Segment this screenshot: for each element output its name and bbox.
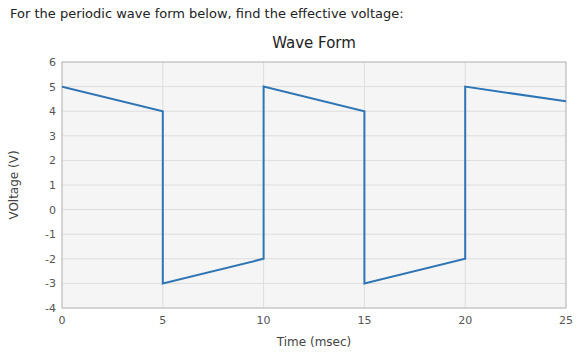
y-tick-label: 6 xyxy=(49,56,56,69)
y-tick-label: 4 xyxy=(49,105,56,118)
x-tick-label: 20 xyxy=(458,314,472,327)
y-tick-label: 2 xyxy=(49,154,56,167)
y-tick-label: -1 xyxy=(45,228,56,241)
x-tick-label: 15 xyxy=(357,314,371,327)
y-tick-label: -4 xyxy=(45,302,56,315)
grid-line-y xyxy=(62,111,566,112)
line xyxy=(62,87,566,284)
y-axis-label: VOltage (V) xyxy=(7,150,21,219)
series-group xyxy=(62,87,566,284)
grid-line-y xyxy=(62,160,566,161)
y-tick-label: -2 xyxy=(45,253,56,266)
x-tick-label: 10 xyxy=(257,314,271,327)
grid-line-y xyxy=(62,185,566,186)
y-tick-label: 5 xyxy=(49,81,56,94)
y-tick-label: 1 xyxy=(49,179,56,192)
x-tick-label: 25 xyxy=(559,314,573,327)
grid xyxy=(62,62,566,308)
x-tick-label: 5 xyxy=(159,314,166,327)
y-tick-label: 3 xyxy=(49,130,56,143)
grid-line-y xyxy=(62,258,566,259)
plot-area xyxy=(62,62,566,308)
title: Wave Form xyxy=(272,34,356,52)
grid-line-y xyxy=(62,234,566,235)
y-tick-label: -3 xyxy=(45,277,56,290)
grid-line-y xyxy=(62,86,566,87)
subtitle: For the periodic wave form below, find t… xyxy=(10,6,404,21)
grid-line-y xyxy=(62,135,566,136)
chart: For the periodic wave form below, find t… xyxy=(0,0,580,362)
grid-line-y xyxy=(62,283,566,284)
y-tick-label: 0 xyxy=(49,204,56,217)
grid-line-y xyxy=(62,209,566,210)
x-tick-label: 0 xyxy=(59,314,66,327)
x-axis-label: Time (msec) xyxy=(276,335,351,349)
plot-frame xyxy=(62,62,566,308)
